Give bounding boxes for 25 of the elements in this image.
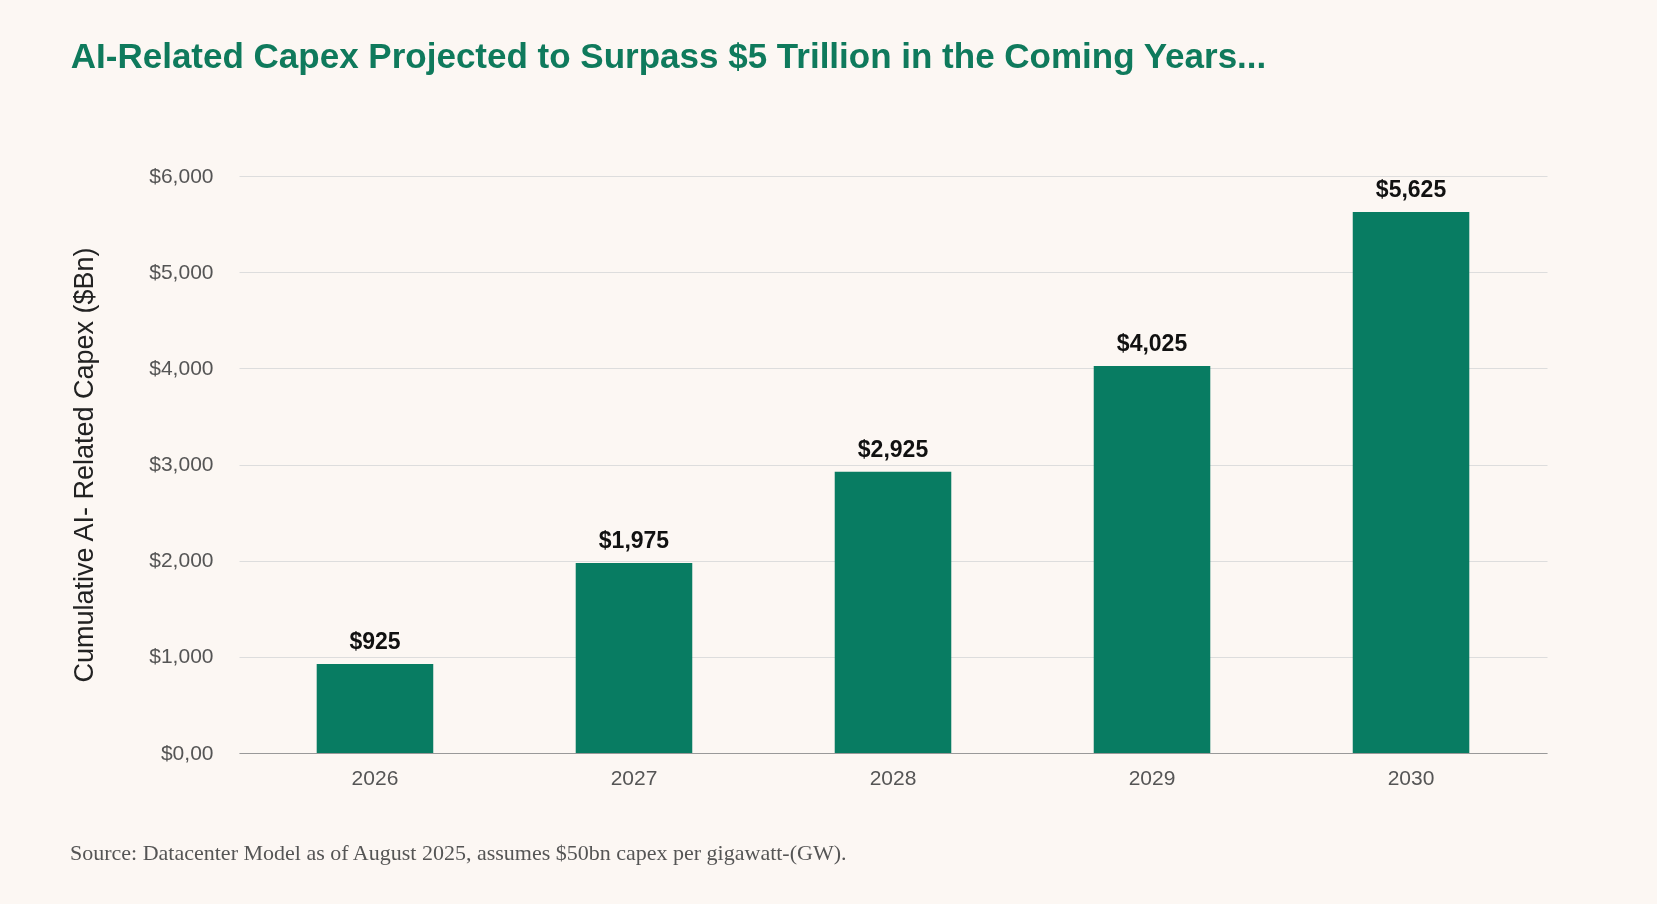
bar — [834, 471, 952, 753]
y-tick-label: $2,000 — [149, 548, 214, 572]
data-label: $4,025 — [1116, 329, 1188, 356]
bar — [1093, 365, 1211, 753]
bar — [575, 563, 693, 753]
y-tick-label: $0,00 — [160, 740, 214, 764]
y-tick-label: $3,000 — [149, 452, 214, 475]
bar — [316, 664, 434, 753]
y-axis-title: Cumulative AI- Related Capex ($Bn) — [69, 247, 100, 683]
data-label: $5,625 — [1375, 176, 1447, 203]
x-tick-label: 2028 — [869, 765, 917, 789]
y-tick-label: $5,000 — [149, 259, 214, 283]
data-label: $925 — [349, 628, 401, 655]
chart-title: AI-Related Capex Projected to Surpass $5 Trillion in the Coming Years... — [70, 36, 1267, 75]
x-tick-label: 2029 — [1128, 765, 1176, 789]
y-tick-label: $1,000 — [149, 644, 214, 668]
data-label: $2,925 — [857, 435, 929, 462]
source-note: Source: Datacenter Model as of August 2025, assumes $50bn capex per gigawatt-(GW). — [70, 840, 847, 866]
bar — [1352, 212, 1470, 753]
data-label: $1,975 — [598, 527, 670, 554]
x-tick-label: 2027 — [610, 765, 658, 789]
x-tick-label: 2030 — [1387, 765, 1435, 789]
x-tick-label: 2026 — [351, 765, 399, 789]
y-tick-label: $4,000 — [149, 355, 214, 379]
y-tick-label: $6,000 — [149, 163, 214, 187]
